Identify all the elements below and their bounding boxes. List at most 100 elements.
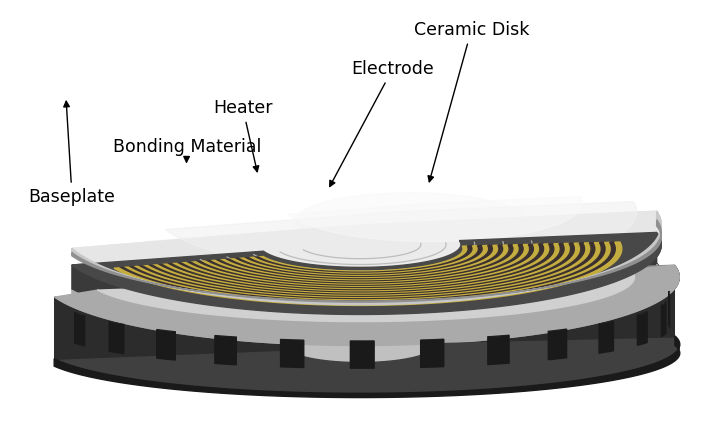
Polygon shape [72,232,661,315]
Polygon shape [97,269,634,322]
Polygon shape [144,215,586,282]
Polygon shape [248,246,478,274]
Polygon shape [196,244,535,287]
Polygon shape [210,245,519,283]
Polygon shape [72,211,661,305]
Polygon shape [288,197,582,242]
Polygon shape [55,338,679,395]
Polygon shape [148,243,586,298]
Polygon shape [488,335,509,364]
Polygon shape [281,340,304,368]
Polygon shape [138,243,596,300]
Polygon shape [128,243,606,302]
Polygon shape [186,244,545,289]
Polygon shape [210,245,519,283]
Polygon shape [172,243,560,292]
Polygon shape [290,274,433,363]
Polygon shape [167,243,565,293]
Polygon shape [75,312,85,346]
Polygon shape [72,211,661,305]
Polygon shape [55,265,679,395]
Polygon shape [599,321,613,324]
Polygon shape [201,244,530,285]
Polygon shape [181,244,550,290]
Polygon shape [167,243,565,293]
Polygon shape [72,232,661,315]
Polygon shape [128,243,606,302]
Polygon shape [119,242,616,304]
Polygon shape [225,245,504,280]
Polygon shape [157,329,175,332]
Polygon shape [234,246,494,278]
Polygon shape [234,246,494,278]
Polygon shape [148,243,586,298]
Polygon shape [599,321,613,353]
Polygon shape [162,243,570,295]
Text: Baseplate: Baseplate [29,101,115,206]
Polygon shape [225,245,504,280]
Polygon shape [124,242,611,303]
Polygon shape [661,302,666,305]
Polygon shape [133,243,601,301]
Polygon shape [157,243,576,295]
Polygon shape [143,243,591,299]
Polygon shape [637,312,647,315]
Polygon shape [55,265,679,395]
Polygon shape [157,329,175,360]
Text: Bonding Material: Bonding Material [112,138,261,162]
Polygon shape [119,242,616,304]
Polygon shape [637,312,647,345]
Polygon shape [549,329,567,360]
Polygon shape [215,336,236,365]
Text: Electrode: Electrode [330,60,434,187]
Polygon shape [153,243,581,297]
Polygon shape [258,246,468,272]
Polygon shape [55,265,679,346]
Polygon shape [191,244,540,288]
Text: Heater: Heater [213,99,272,172]
Polygon shape [109,322,124,354]
Polygon shape [669,291,670,327]
Polygon shape [153,243,581,297]
Polygon shape [215,245,514,282]
Polygon shape [72,264,661,333]
Polygon shape [230,245,499,279]
Polygon shape [72,232,661,329]
Polygon shape [72,220,661,302]
Polygon shape [661,302,666,336]
Polygon shape [72,221,661,303]
Polygon shape [172,243,560,292]
Polygon shape [201,244,530,285]
Polygon shape [239,246,489,277]
Polygon shape [253,246,473,274]
Polygon shape [205,245,524,284]
Polygon shape [205,245,524,284]
Polygon shape [215,245,514,282]
Polygon shape [72,211,661,305]
Polygon shape [186,244,545,289]
Polygon shape [124,242,611,303]
Polygon shape [220,245,509,281]
Polygon shape [488,335,509,337]
Polygon shape [230,245,499,279]
Polygon shape [72,211,661,305]
Polygon shape [244,246,484,276]
Polygon shape [549,329,567,331]
Polygon shape [166,201,637,272]
Polygon shape [420,339,444,368]
Polygon shape [138,243,596,300]
Polygon shape [258,246,468,272]
Polygon shape [264,241,461,280]
Text: Ceramic Disk: Ceramic Disk [414,21,529,182]
Polygon shape [196,244,535,287]
Polygon shape [114,242,622,305]
Polygon shape [176,244,555,291]
Polygon shape [55,265,679,346]
Polygon shape [133,243,601,301]
Polygon shape [54,336,680,398]
Polygon shape [109,322,124,325]
Polygon shape [244,246,484,276]
Polygon shape [351,341,374,368]
Polygon shape [157,243,576,295]
Polygon shape [176,244,555,291]
